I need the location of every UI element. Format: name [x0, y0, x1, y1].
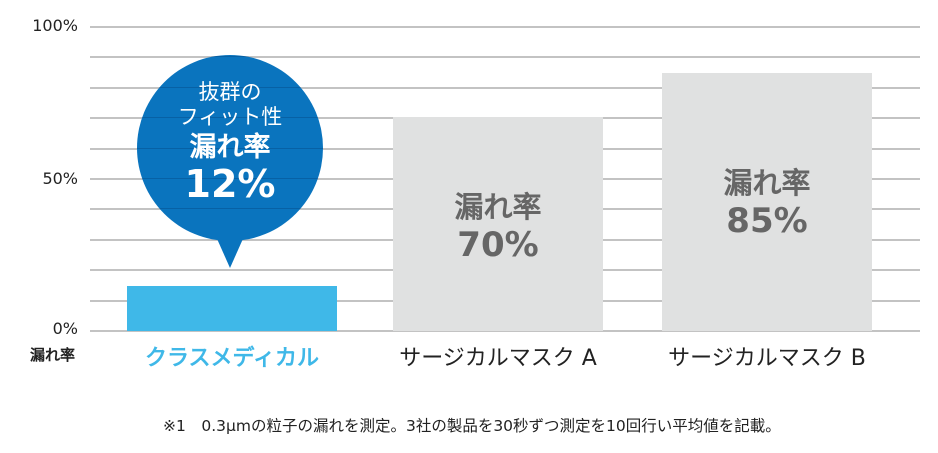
gridline-80: [90, 87, 920, 89]
y-tick-50: 50%: [42, 169, 78, 188]
callout-line-4: 12%: [184, 162, 276, 206]
bar-a-label: 漏れ率: [454, 190, 542, 224]
bar-b-value: 85%: [726, 201, 808, 241]
x-label-surgical-mask-a: サージカルマスク A: [399, 346, 597, 371]
bar-a-value: 70%: [457, 225, 539, 265]
y-tick-100: 100%: [32, 16, 78, 35]
x-label-class-medical: クラスメディカル: [144, 346, 320, 371]
x-label-surgical-mask-b: サージカルマスク B: [668, 346, 866, 371]
bar-class-medical: [127, 286, 337, 331]
callout-line-1: 抜群の: [198, 80, 262, 104]
callout-bubble: [137, 55, 323, 241]
callout-line-2: フィット性: [177, 105, 283, 129]
y-tick-0: 0%: [52, 319, 78, 338]
callout-text: 抜群の フィット性 漏れ率 12%: [137, 80, 323, 204]
gridline-90: [90, 56, 920, 58]
footnote: ※1 0.3μmの粒子の漏れを測定。3社の製品を30秒ずつ測定を10回行い平均値…: [163, 417, 781, 435]
gridline-100: [90, 26, 920, 28]
bar-b-label: 漏れ率: [723, 166, 811, 200]
bar-surgical-mask-b: 漏れ率 85%: [662, 73, 872, 331]
callout-line-3: 漏れ率: [189, 132, 271, 163]
y-axis-title: 漏れ率: [30, 346, 76, 364]
bar-surgical-mask-a: 漏れ率 70%: [393, 117, 603, 331]
gridline-0: [90, 330, 920, 332]
